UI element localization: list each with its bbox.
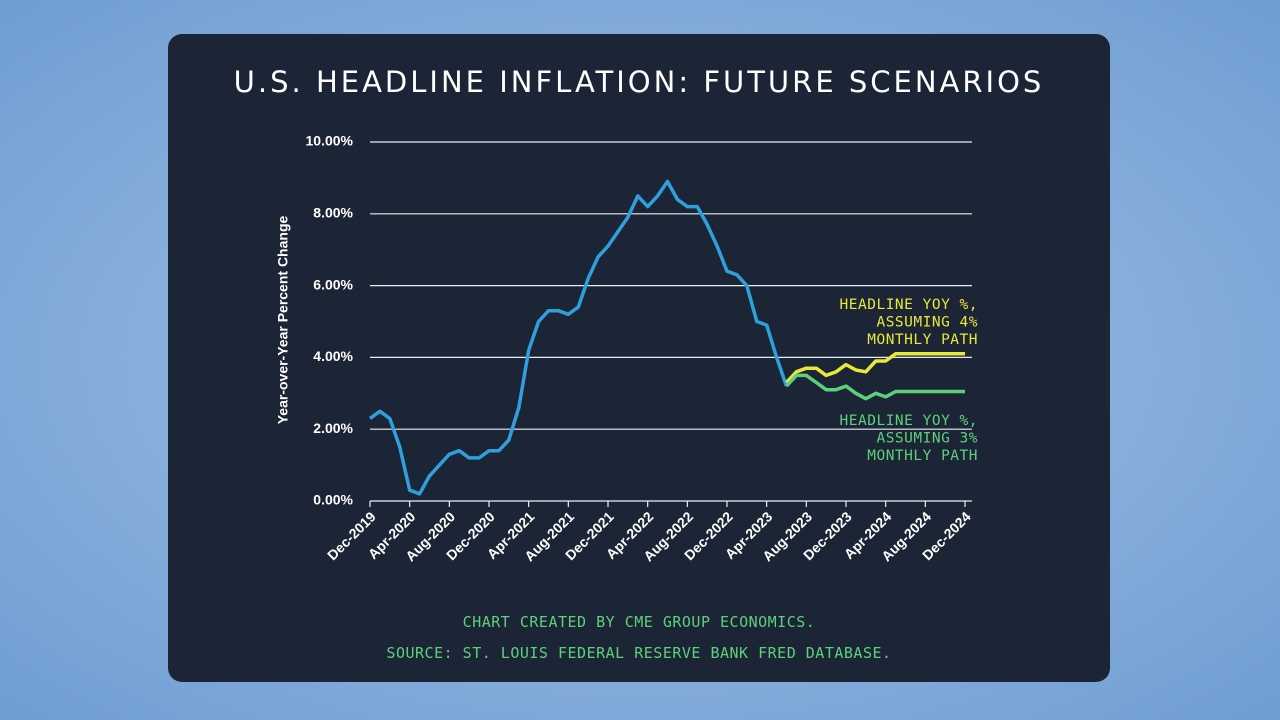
y-axis-label: Year-over-Year Percent Change — [275, 216, 291, 425]
footnote: SOURCE: ST. LOUIS FEDERAL RESERVE BANK F… — [386, 644, 891, 662]
annotation: HEADLINE YOY %, — [840, 413, 978, 429]
series-line — [368, 179, 789, 496]
series-line — [785, 352, 965, 384]
y-tick-label: 4.00% — [313, 348, 353, 364]
annotation: ASSUMING 3% — [876, 431, 978, 447]
footnote: CHART CREATED BY CME GROUP ECONOMICS. — [463, 613, 816, 631]
y-tick-label: 6.00% — [313, 276, 353, 292]
annotation: HEADLINE YOY %, — [840, 297, 978, 313]
y-tick-label: 8.00% — [313, 205, 353, 221]
chart-title: U.S. HEADLINE INFLATION: FUTURE SCENARIO… — [234, 65, 1045, 99]
annotation: ASSUMING 4% — [876, 315, 978, 331]
y-tick-label: 2.00% — [313, 420, 353, 436]
y-tick-label: 0.00% — [313, 492, 353, 508]
annotation: MONTHLY PATH — [867, 448, 978, 464]
annotation: MONTHLY PATH — [867, 332, 978, 348]
series-line — [785, 373, 965, 401]
y-tick-label: 10.00% — [306, 133, 354, 149]
